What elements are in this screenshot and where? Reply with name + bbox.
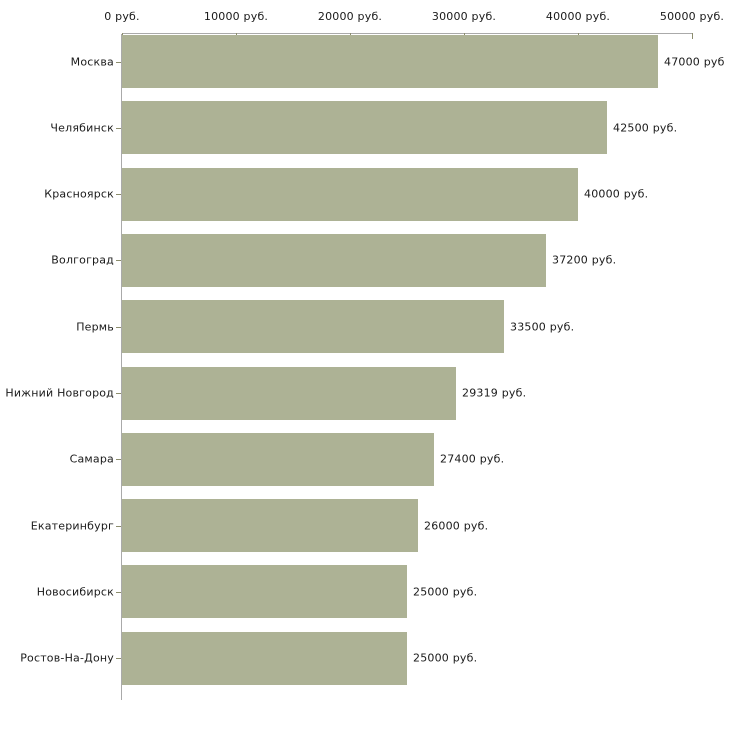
y-axis-tick (116, 459, 121, 460)
y-axis-tick (116, 128, 121, 129)
y-axis-category-label: Екатеринбург (30, 519, 114, 533)
y-axis-category-label: Красноярск (44, 187, 114, 201)
bar-value-label: 40000 руб. (584, 187, 649, 201)
y-axis-tick (116, 62, 121, 63)
y-axis-tick (116, 194, 121, 195)
y-axis-category-label: Пермь (76, 320, 114, 334)
bar-value-label: 27400 руб. (440, 452, 505, 466)
bar-value-label: 29319 руб. (462, 386, 527, 400)
bar-value-label: 25000 руб. (413, 585, 478, 599)
bar[interactable] (122, 300, 504, 353)
bar[interactable] (122, 632, 407, 685)
bar-value-label: 42500 руб. (613, 121, 678, 135)
bar-value-label: 37200 руб. (552, 253, 617, 267)
y-axis-tick (116, 327, 121, 328)
x-axis-tick-label: 50000 руб. (659, 10, 725, 23)
y-axis-category-label: Челябинск (50, 121, 114, 135)
bar-value-label: 25000 руб. (413, 651, 478, 665)
y-axis-tick (116, 658, 121, 659)
bar[interactable] (122, 35, 658, 88)
x-axis-tick-label: 40000 руб. (545, 10, 611, 23)
y-axis-line (121, 34, 122, 700)
y-axis-category-label: Москва (70, 55, 114, 69)
x-axis-tick-label: 0 руб. (104, 10, 140, 23)
y-axis-category-label: Ростов-На-Дону (20, 651, 114, 665)
y-axis-tick (116, 393, 121, 394)
bar[interactable] (122, 234, 546, 287)
bar-value-label: 47000 руб (664, 55, 725, 69)
x-axis-tick-label: 30000 руб. (431, 10, 497, 23)
bar[interactable] (122, 433, 434, 486)
bar[interactable] (122, 565, 407, 618)
x-axis-tick-label: 10000 руб. (203, 10, 269, 23)
bar[interactable] (122, 367, 456, 420)
y-axis-category-label: Самара (69, 452, 114, 466)
x-axis-tick-label: 20000 руб. (317, 10, 383, 23)
bar[interactable] (122, 499, 418, 552)
bar-value-label: 33500 руб. (510, 320, 575, 334)
y-axis-tick (116, 260, 121, 261)
bar[interactable] (122, 101, 607, 154)
y-axis-category-label: Волгоград (51, 253, 114, 267)
y-axis-tick (116, 526, 121, 527)
y-axis-category-label: Нижний Новгород (5, 386, 114, 400)
bar-value-label: 26000 руб. (424, 519, 489, 533)
bar[interactable] (122, 168, 578, 221)
x-axis-tick (692, 33, 693, 39)
y-axis-category-label: Новосибирск (36, 585, 114, 599)
x-axis-line (122, 33, 692, 34)
y-axis-tick (116, 592, 121, 593)
